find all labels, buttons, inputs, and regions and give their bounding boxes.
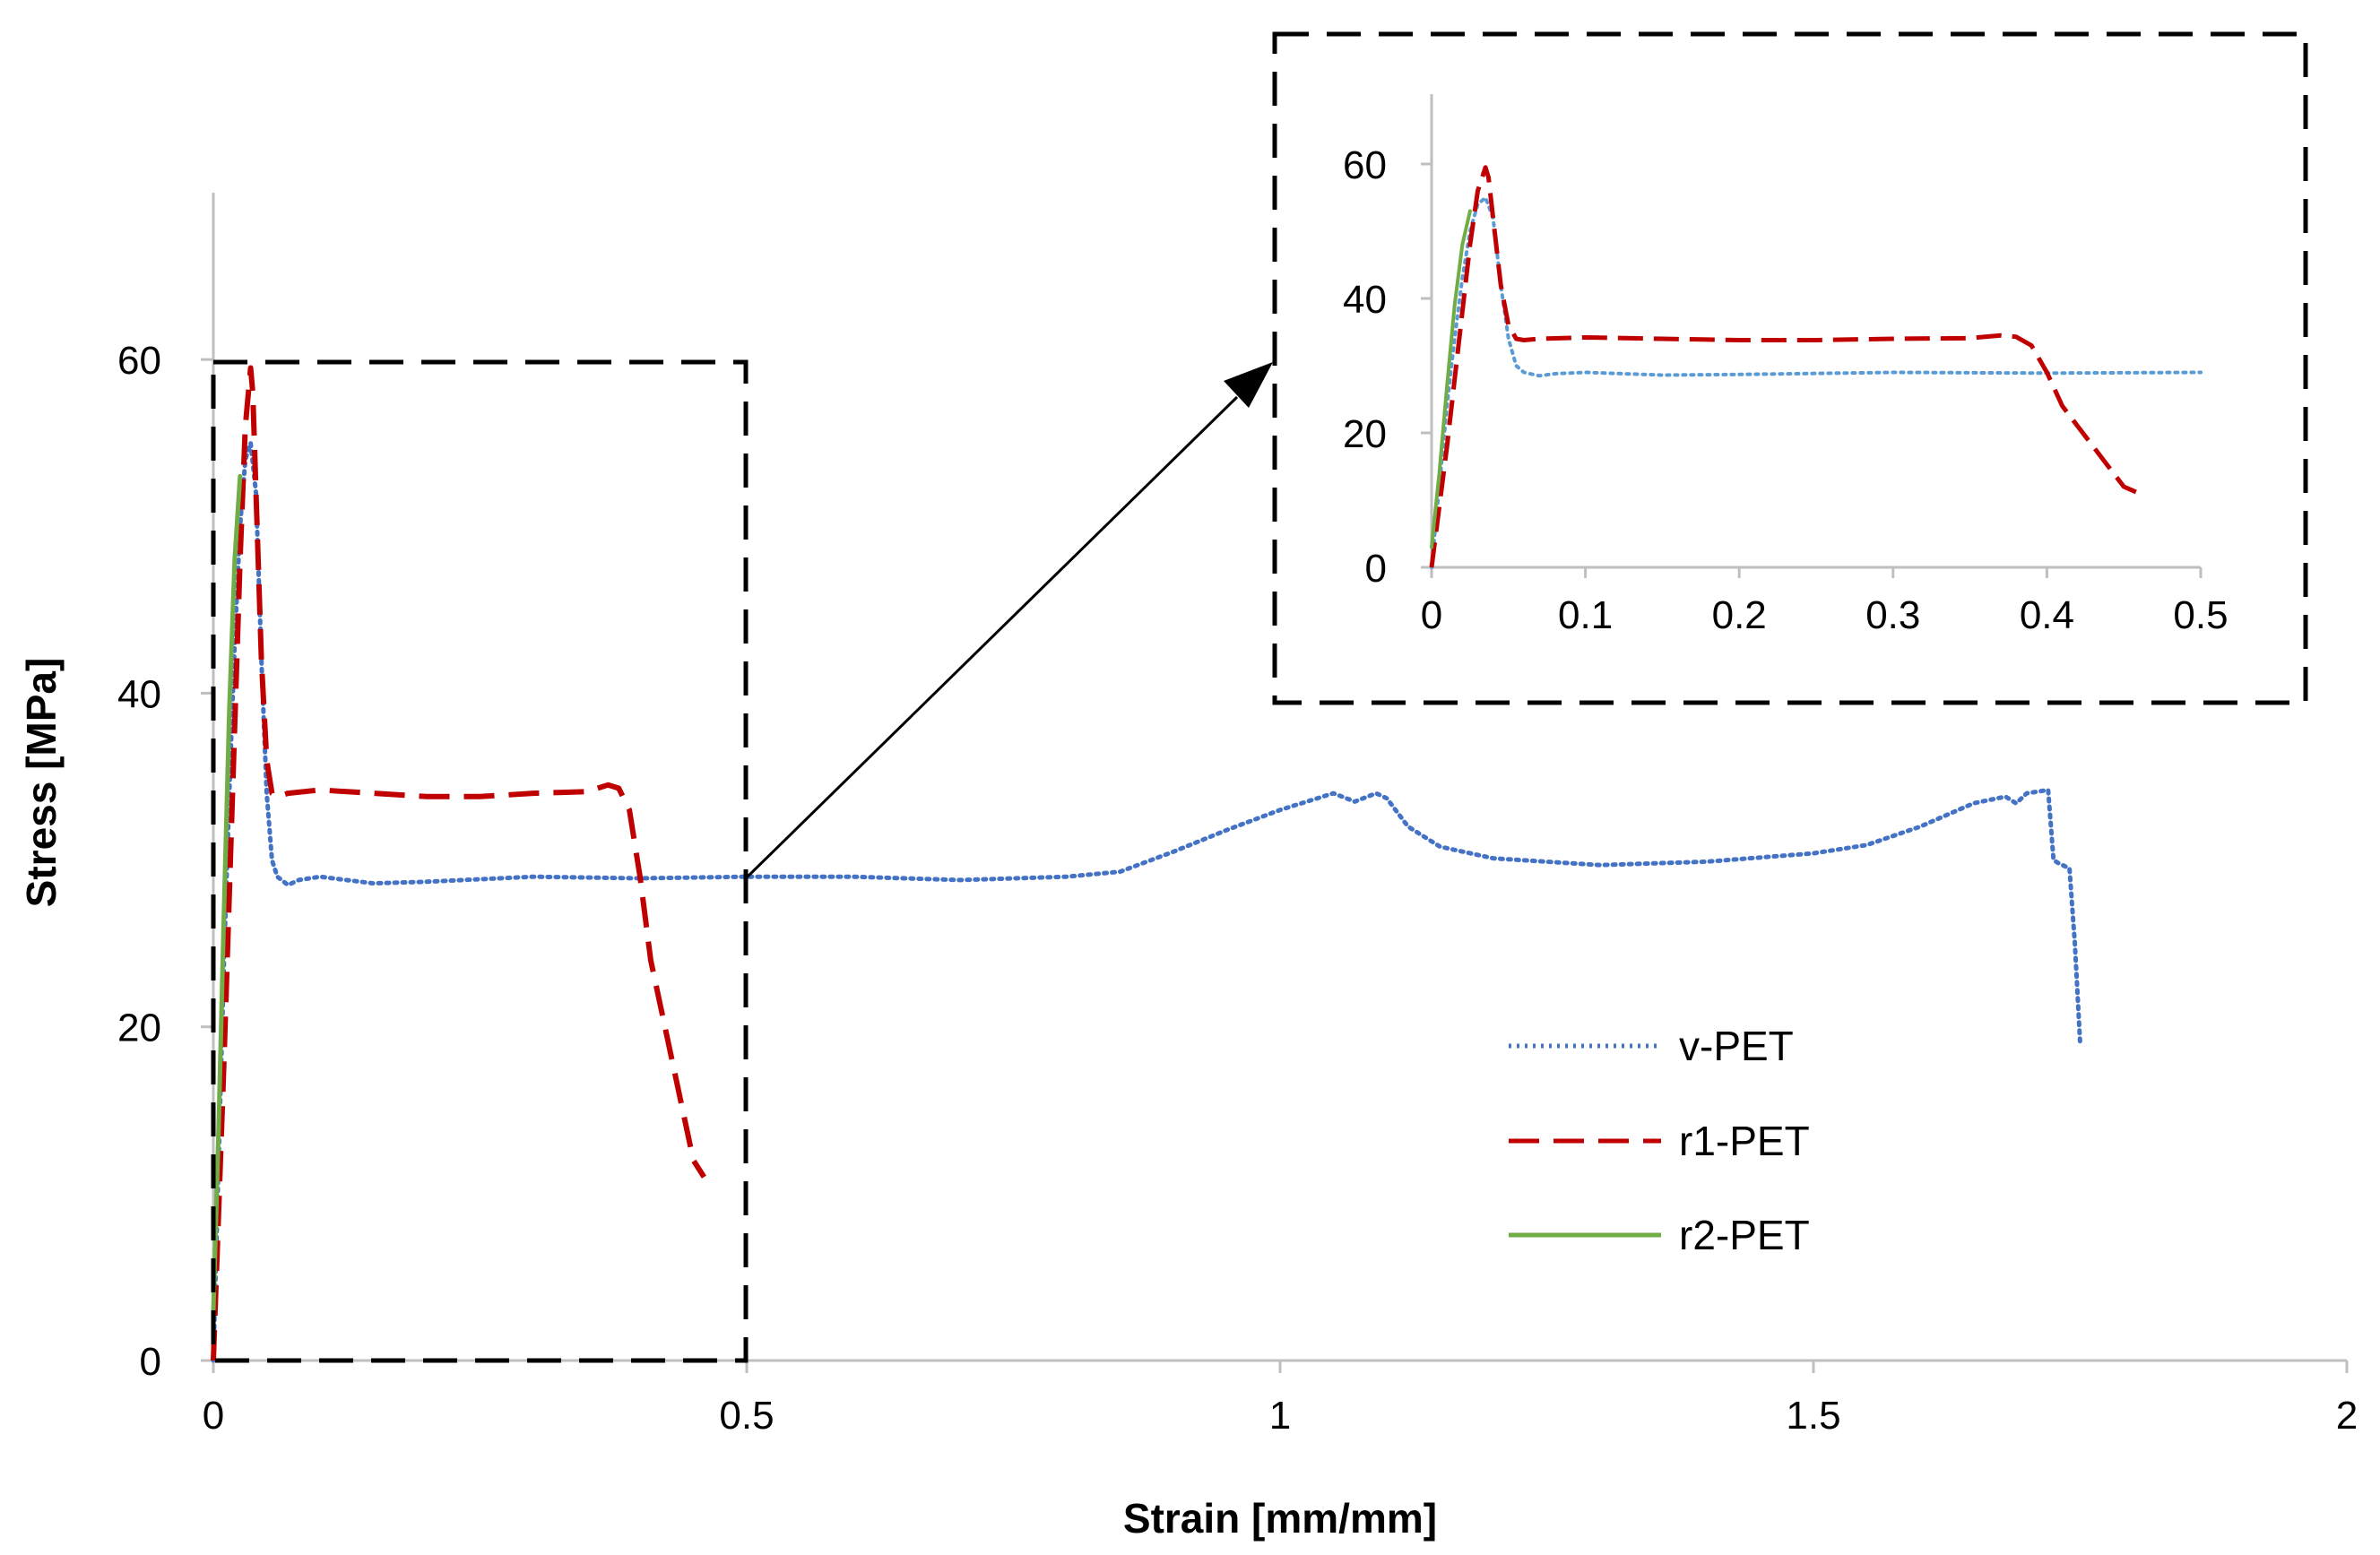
inset-x-tick-label: 0.3	[1865, 593, 1920, 637]
inset-series-line-r1-pet	[1429, 165, 2141, 568]
y-tick-label: 20	[117, 1006, 161, 1050]
legend-label-r1-pet: r1-PET	[1679, 1118, 1810, 1164]
y-tick-label: 0	[140, 1340, 161, 1384]
inset-x-tick-label: 0	[1421, 593, 1442, 637]
series-line-r1-pet	[211, 365, 706, 1361]
legend: v-PET r1-PET r2-PET	[1509, 1023, 1810, 1258]
y-tick-label: 60	[117, 339, 161, 383]
x-axis-title: Strain [mm/mm]	[1123, 1495, 1437, 1542]
inset-y-tick-label: 60	[1343, 143, 1387, 187]
zoom-region-box	[211, 359, 749, 1363]
x-tick-label: 1.5	[1786, 1394, 1840, 1438]
inset-x-tick-label: 0.1	[1558, 593, 1613, 637]
inset-x-tick-label: 0.4	[2020, 593, 2074, 637]
inset-series-line-v-pet	[1430, 195, 2203, 569]
x-tick-label: 2	[2336, 1394, 2358, 1438]
x-tick-label: 0.5	[719, 1394, 774, 1438]
inset-y-tick-label: 40	[1343, 278, 1387, 322]
series-line-r2-pet	[211, 473, 243, 1313]
inset-y-tick-label: 20	[1343, 412, 1387, 456]
inset-frame	[1272, 31, 2308, 705]
y-tick-label: 40	[117, 672, 161, 716]
inset-x-tick-label: 0.5	[2173, 593, 2228, 637]
legend-label-v-pet: v-PET	[1679, 1023, 1794, 1069]
legend-label-r2-pet: r2-PET	[1679, 1212, 1810, 1258]
zoom-arrow-line	[744, 395, 1239, 880]
x-tick-label: 1	[1269, 1394, 1291, 1438]
series-line-v-pet	[211, 440, 2082, 1363]
inset-y-tick-label: 0	[1365, 547, 1387, 591]
x-tick-label: 0	[203, 1394, 224, 1438]
inset-series-line-r2-pet	[1430, 209, 1472, 549]
zoom-arrow-head	[1224, 362, 1273, 408]
inset-x-tick-label: 0.2	[1712, 593, 1767, 637]
y-axis-title: Stress [MPa]	[18, 658, 65, 908]
